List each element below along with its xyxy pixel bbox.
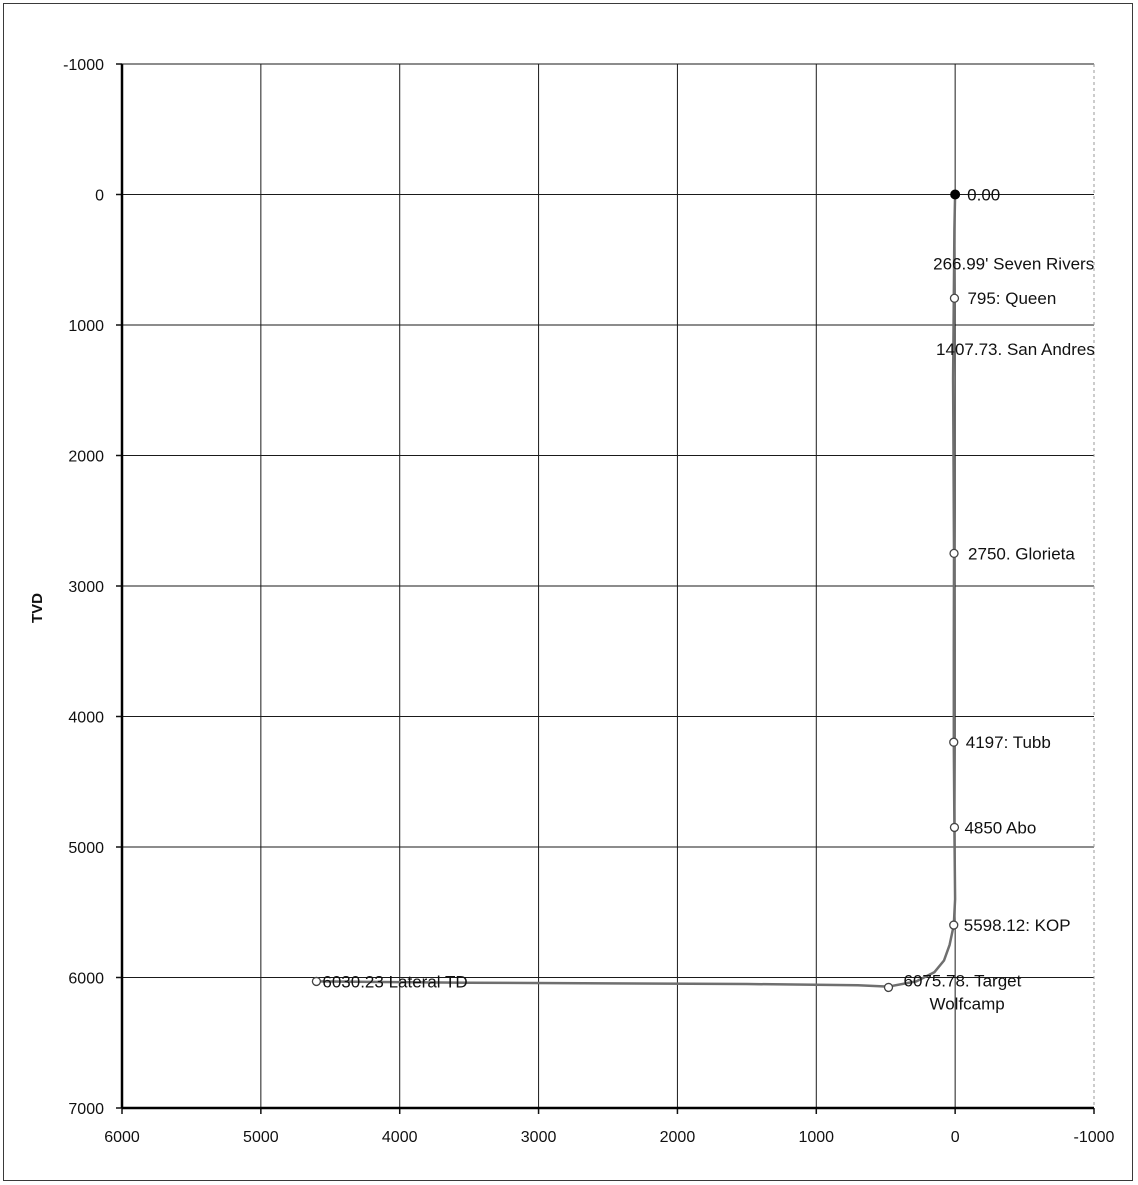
x-tick-label: 0 <box>951 1129 960 1146</box>
formation-label: 2750. Glorieta <box>968 544 1075 563</box>
formation-label: 6030.23 Lateral TD <box>322 972 467 991</box>
y-tick-label: 5000 <box>68 840 104 857</box>
data-point-marker <box>949 822 960 833</box>
y-tick-label: 0 <box>95 188 104 205</box>
data-point-marker <box>949 548 959 559</box>
y-tick-label: 4000 <box>68 710 104 727</box>
well-path-line <box>316 194 957 988</box>
formation-label: 4850 Abo <box>964 818 1036 837</box>
formation-label: 266.99' Seven Rivers <box>933 254 1094 273</box>
y-tick-label: 2000 <box>68 449 104 466</box>
y-axis-label: TVD <box>29 593 46 623</box>
data-point-marker <box>311 976 322 987</box>
annotations-layer: 0.00 266.99' Seven Rivers 795: Queen 1407.7… <box>322 186 1094 1014</box>
x-tick-label: 5000 <box>243 1129 279 1146</box>
formation-label: 6075.78. Target <box>903 971 1021 990</box>
y-tick-label: 6000 <box>68 971 104 988</box>
formation-label: 795: Queen <box>967 289 1056 308</box>
x-tick-label: -1000 <box>1074 1129 1115 1146</box>
formation-label: 0.00 <box>967 186 1000 205</box>
y-tick-label: 7000 <box>68 1101 104 1118</box>
formation-label: 5598.12: KOP <box>964 916 1071 935</box>
data-point-marker <box>949 920 959 930</box>
formation-label: 4197: Tubb <box>966 733 1051 752</box>
markers-layer <box>311 189 961 993</box>
y-tick-label: 1000 <box>68 318 104 335</box>
x-tick-label: 1000 <box>798 1129 834 1146</box>
data-point-marker <box>950 189 961 200</box>
axes <box>116 63 1095 1114</box>
formation-label: 1407.73. San Andres <box>936 340 1095 359</box>
x-tick-label: 4000 <box>382 1129 418 1146</box>
data-point-marker <box>949 293 960 303</box>
x-tick-label: 2000 <box>660 1129 696 1146</box>
formation-label: Wolfcamp <box>929 994 1004 1013</box>
series-layer <box>316 194 957 988</box>
data-point-marker <box>883 982 894 993</box>
x-tick-label: 6000 <box>104 1129 140 1146</box>
x-tick-label: 3000 <box>521 1129 557 1146</box>
data-point-marker <box>949 737 959 747</box>
chart-frame <box>3 3 1133 1181</box>
y-tick-label: -1000 <box>63 57 104 74</box>
y-tick-label: 3000 <box>68 579 104 596</box>
